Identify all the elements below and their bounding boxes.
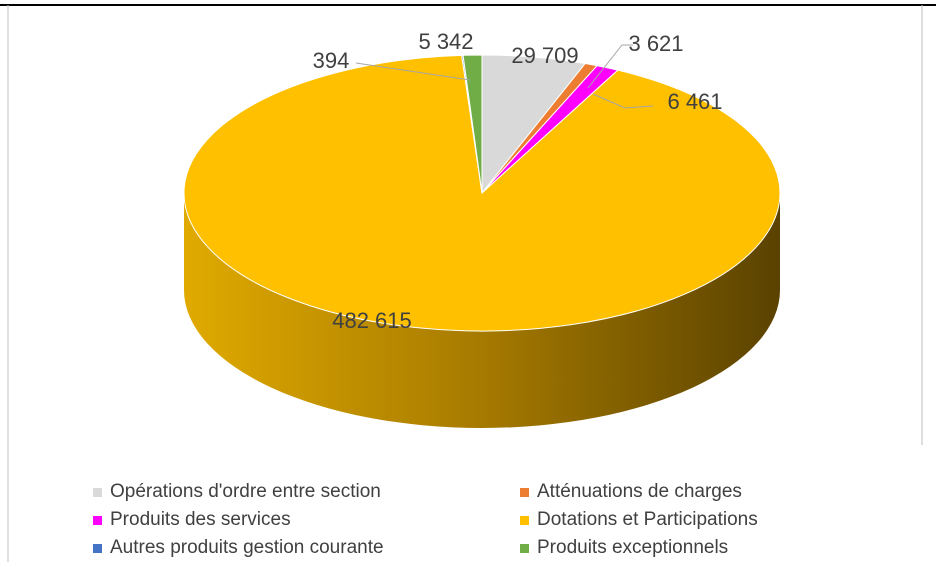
data-label: 394 [313, 48, 350, 73]
legend-label: Produits exceptionnels [537, 537, 728, 558]
data-label: 5 342 [418, 29, 473, 54]
legend-label: Opérations d'ordre entre section [110, 481, 381, 502]
legend-label: Produits des services [110, 509, 291, 530]
legend-marker [520, 488, 529, 497]
leader-line [587, 44, 633, 89]
leader-line [592, 93, 654, 109]
legend-marker [93, 516, 102, 525]
legend-marker [520, 544, 529, 553]
legend-marker [520, 516, 529, 525]
legend-marker [93, 488, 102, 497]
legend-label: Autres produits gestion courante [110, 537, 384, 558]
pie-slice [183, 54, 781, 332]
data-label: 482 615 [332, 308, 412, 333]
leader-line [355, 62, 471, 81]
legend-marker [93, 544, 102, 553]
legend-label: Atténuations de charges [537, 481, 742, 502]
pie-side [184, 193, 780, 428]
pie-slice [462, 54, 483, 194]
data-label: 3 621 [628, 31, 683, 56]
data-label: 29 709 [511, 43, 578, 68]
legend-label: Dotations et Participations [537, 509, 758, 530]
data-label: 6 461 [667, 89, 722, 114]
